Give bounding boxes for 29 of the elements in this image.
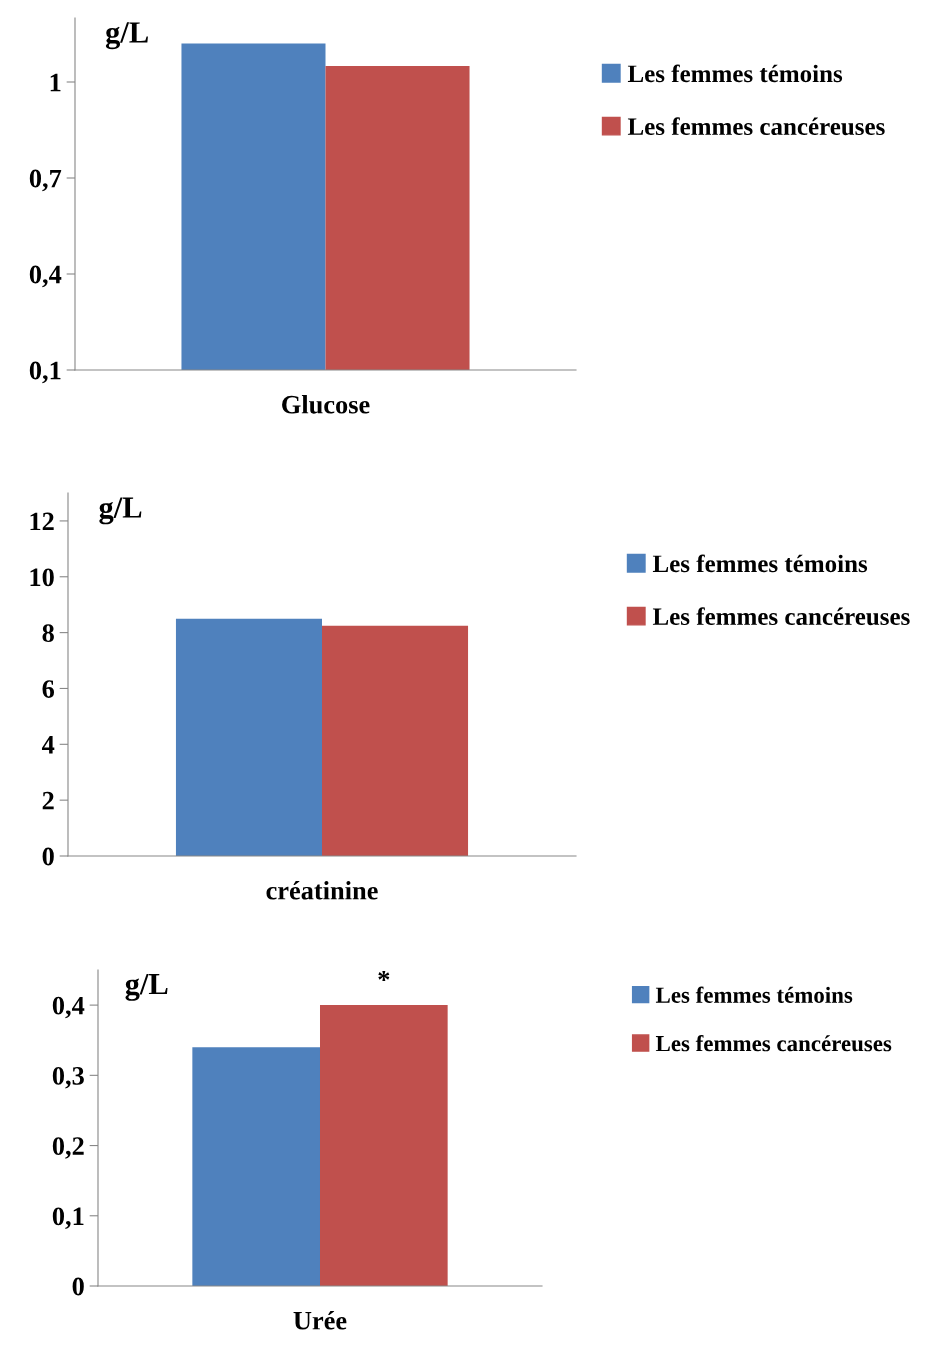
y-tick-label: 0,1 [29,361,61,384]
x-tick-label: créatinine [266,880,378,900]
x-tick-label: Urée [293,1310,347,1330]
y-tick-label: 0 [72,1277,84,1296]
y-tick-label: 0,2 [52,1137,84,1159]
legend-label: Les femmes témoins [655,986,853,1003]
legend-label: Les femmes témoins [652,554,868,573]
y-axis-title: g/L [99,497,142,525]
y-tick-label: 0,7 [29,169,62,192]
legend-label: Les femmes cancéreuses [652,607,910,626]
y-tick-label: 0,4 [29,265,62,288]
annotation: * [378,970,390,981]
y-tick-label: 10 [30,568,54,587]
y-tick-label: 0,4 [52,996,85,1019]
y-tick-label: 0 [42,847,54,866]
legend-label: Les femmes cancéreuses [627,117,885,136]
y-tick-label: 1 [50,73,61,92]
y-tick-label: 0,1 [52,1207,84,1230]
y-tick-label: 0,3 [52,1066,84,1089]
y-tick-label: 8 [42,624,54,643]
legend-label: Les femmes témoins [627,64,843,83]
y-axis-title: g/L [125,974,168,1001]
y-tick-label: 2 [42,791,54,810]
y-axis-title: g/L [105,22,148,50]
y-tick-label: 4 [41,736,55,754]
x-tick-label: Glucose [282,395,370,414]
y-tick-label: 6 [42,680,55,698]
y-tick-label: 12 [30,512,54,531]
legend-label: Les femmes cancéreuses [655,1034,892,1052]
